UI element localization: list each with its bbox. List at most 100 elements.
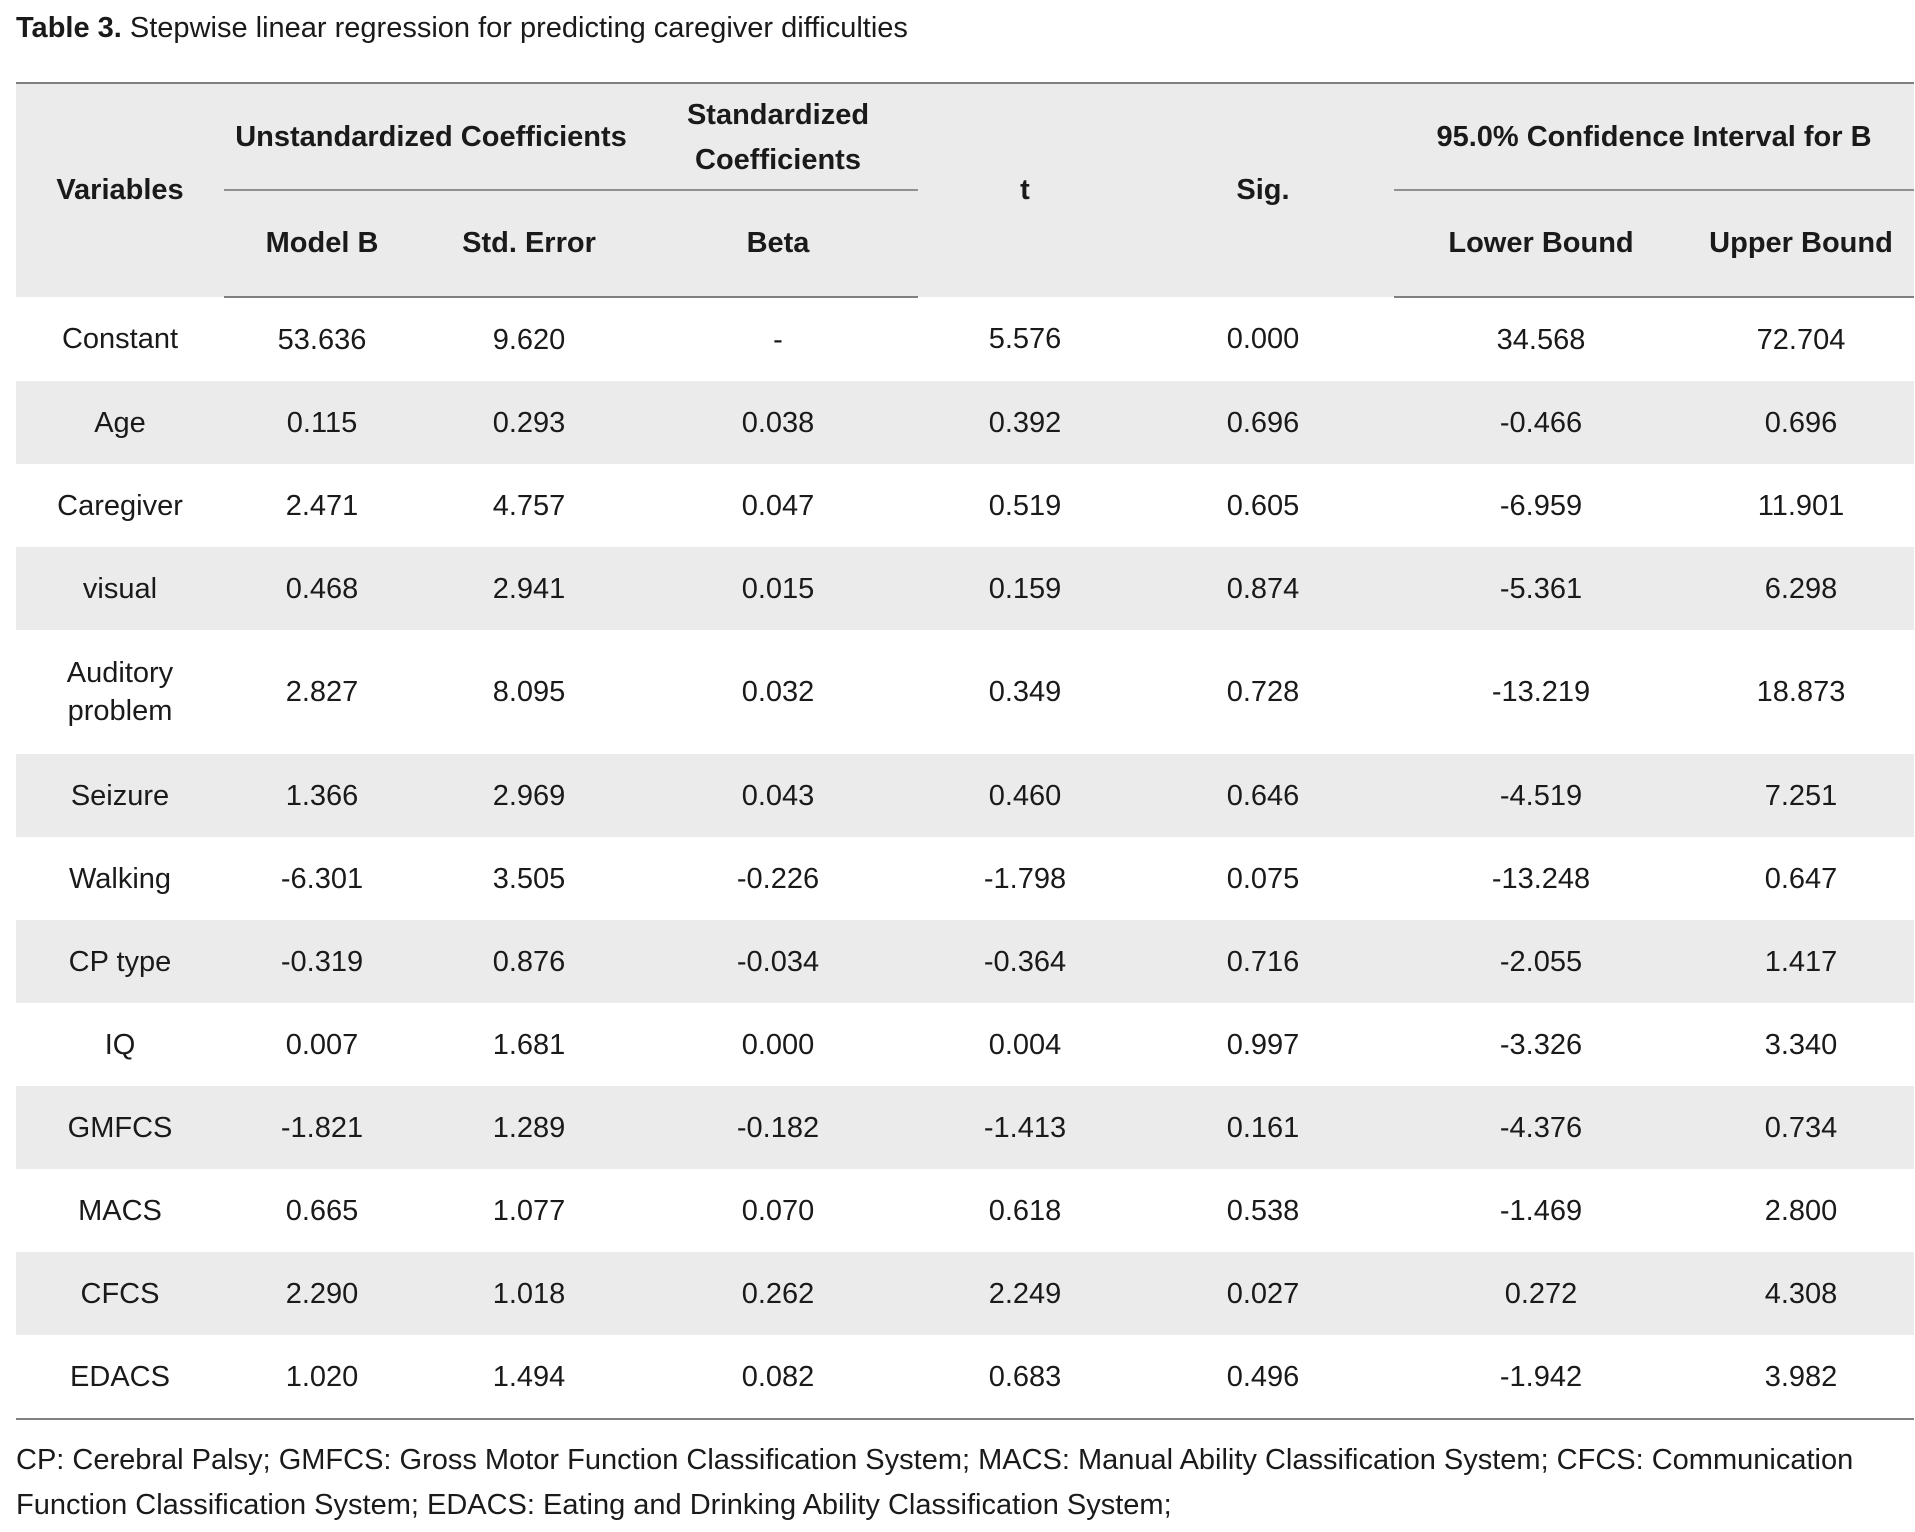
cell-lower-bound: -2.055 — [1394, 920, 1688, 1003]
cell-upper-bound: 0.696 — [1688, 381, 1914, 464]
cell-upper-bound: 18.873 — [1756, 676, 1846, 708]
cell-model-b: 2.827 — [285, 676, 359, 708]
cell-t: 0.159 — [918, 547, 1132, 630]
cell-lower-bound: -5.361 — [1394, 547, 1688, 630]
cell-std-error: 2.969 — [420, 754, 638, 837]
cell-variable: Walking — [68, 862, 172, 895]
cell-model-b: 0.007 — [285, 1028, 359, 1061]
cell-beta: 0.000 — [741, 1028, 815, 1061]
cell-model-b: 0.115 — [224, 381, 420, 464]
cell-t: 0.519 — [988, 489, 1062, 522]
cell-sig: 0.027 — [1132, 1252, 1394, 1335]
cell-model-b: 0.665 — [285, 1194, 359, 1227]
cell-sig: 0.728 — [1226, 676, 1300, 708]
cell-sig: 0.997 — [1226, 1028, 1300, 1061]
cell-variable: Age — [16, 381, 224, 464]
header-t: t — [918, 82, 1132, 297]
cell-sig: 0.874 — [1132, 547, 1394, 630]
cell-upper-bound: 6.298 — [1688, 547, 1914, 630]
cell-lower-bound: -1.469 — [1499, 1194, 1583, 1227]
cell-model-b: 53.636 — [277, 323, 367, 356]
cell-variable: Auditory problem — [66, 657, 174, 727]
header-model-b: Model B — [224, 191, 420, 298]
cell-t: 0.683 — [918, 1335, 1132, 1420]
cell-std-error: 4.757 — [492, 489, 566, 522]
cell-lower-bound: 34.568 — [1496, 323, 1586, 356]
cell-std-error: 0.876 — [420, 920, 638, 1003]
cell-upper-bound: 2.800 — [1764, 1194, 1838, 1227]
cell-lower-bound: -4.376 — [1394, 1086, 1688, 1169]
cell-model-b: -6.301 — [280, 862, 364, 895]
cell-model-b: -0.319 — [224, 920, 420, 1003]
header-lower-bound: Lower Bound — [1394, 191, 1688, 298]
table-row: IQ 0.007 1.681 0.000 0.004 0.997 -3.326 3.340 — [16, 1003, 1914, 1086]
cell-sig: 0.696 — [1132, 381, 1394, 464]
cell-variable: IQ — [104, 1028, 136, 1061]
cell-beta: -0.182 — [638, 1086, 918, 1169]
cell-lower-bound: -13.219 — [1491, 676, 1591, 708]
cell-variable: MACS — [78, 1194, 162, 1227]
table-row: Seizure 1.366 2.969 0.043 0.460 0.646 -4.519 7.… — [16, 754, 1914, 837]
cell-beta: 0.043 — [638, 754, 918, 837]
cell-sig: 0.538 — [1226, 1194, 1300, 1227]
cell-t: -0.364 — [918, 920, 1132, 1003]
cell-sig: 0.716 — [1132, 920, 1394, 1003]
cell-sig: 0.161 — [1132, 1086, 1394, 1169]
table-caption-label: Table 3. — [16, 12, 122, 44]
table-caption-text: Stepwise linear regression for predictin… — [129, 12, 908, 44]
cell-model-b: 2.471 — [285, 489, 359, 522]
cell-upper-bound: 7.251 — [1688, 754, 1914, 837]
cell-variable: EDACS — [16, 1335, 224, 1420]
table-body: Constant 53.636 9.620 - 5.576 0.000 34.568 72.7… — [16, 297, 1914, 1420]
cell-upper-bound: 3.340 — [1764, 1028, 1838, 1061]
cell-std-error: 9.620 — [492, 323, 566, 356]
cell-t: 0.618 — [988, 1194, 1062, 1227]
header-upper-bound: Upper Bound — [1688, 191, 1914, 298]
cell-beta: 0.015 — [638, 547, 918, 630]
cell-std-error: 3.505 — [492, 862, 566, 895]
cell-t: 0.392 — [918, 381, 1132, 464]
table-row: Caregiver 2.471 4.757 0.047 0.519 0.605 -6.959… — [16, 464, 1914, 547]
cell-upper-bound: 3.982 — [1688, 1335, 1914, 1420]
regression-table: Variables Unstandardized Coefficients St… — [16, 82, 1914, 1420]
cell-lower-bound: -0.466 — [1394, 381, 1688, 464]
cell-beta: 0.038 — [638, 381, 918, 464]
header-sig: Sig. — [1132, 82, 1394, 297]
header-std-error: Std. Error — [420, 191, 638, 298]
cell-std-error: 8.095 — [492, 676, 566, 708]
cell-sig: 0.605 — [1226, 489, 1300, 522]
cell-upper-bound: 4.308 — [1688, 1252, 1914, 1335]
cell-beta: -0.034 — [638, 920, 918, 1003]
cell-lower-bound: 0.272 — [1394, 1252, 1688, 1335]
cell-model-b: 1.366 — [224, 754, 420, 837]
table-row: CFCS 2.290 1.018 0.262 2.249 0.027 0.272 4.308 — [16, 1252, 1914, 1335]
table-row: MACS 0.665 1.077 0.070 0.618 0.538 -1.469 2.800 — [16, 1169, 1914, 1252]
cell-lower-bound: -6.959 — [1499, 489, 1583, 522]
cell-lower-bound: -4.519 — [1394, 754, 1688, 837]
table-row: Constant 53.636 9.620 - 5.576 0.000 34.568 72.7… — [16, 297, 1914, 381]
cell-variable: GMFCS — [16, 1086, 224, 1169]
cell-variable: CP type — [16, 920, 224, 1003]
cell-std-error: 2.941 — [420, 547, 638, 630]
cell-upper-bound: 72.704 — [1756, 323, 1846, 356]
cell-std-error: 1.494 — [420, 1335, 638, 1420]
cell-beta: 0.082 — [638, 1335, 918, 1420]
cell-sig: 0.646 — [1132, 754, 1394, 837]
cell-t: -1.413 — [918, 1086, 1132, 1169]
header-variables: Variables — [16, 82, 224, 297]
cell-t: 0.460 — [918, 754, 1132, 837]
table-row: Age 0.115 0.293 0.038 0.392 0.696 -0.466 0.696 — [16, 381, 1914, 464]
table-row: visual 0.468 2.941 0.015 0.159 0.874 -5.361 6.2… — [16, 547, 1914, 630]
table-row: EDACS 1.020 1.494 0.082 0.683 0.496 -1.942 3.98… — [16, 1335, 1914, 1420]
cell-model-b: 2.290 — [224, 1252, 420, 1335]
cell-t: 2.249 — [918, 1252, 1132, 1335]
cell-model-b: 0.468 — [224, 547, 420, 630]
cell-variable: visual — [16, 547, 224, 630]
cell-lower-bound: -3.326 — [1499, 1028, 1583, 1061]
cell-std-error: 1.289 — [420, 1086, 638, 1169]
table-caption: Table 3. Stepwise linear regression for … — [16, 10, 908, 46]
cell-sig: 0.075 — [1226, 862, 1300, 895]
table-row: Walking -6.301 3.505 -0.226 -1.798 0.075 -13.2… — [16, 837, 1914, 920]
cell-lower-bound: -1.942 — [1394, 1335, 1688, 1420]
cell-t: 5.576 — [988, 323, 1062, 355]
